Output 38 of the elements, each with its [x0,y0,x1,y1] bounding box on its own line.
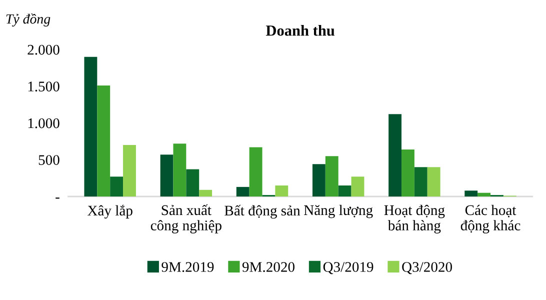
legend-label: Q3/2019 [323,262,374,274]
bar [414,167,428,196]
chart-title: Doanh thu [266,25,334,36]
y-axis-title: Tỷ đồng [6,14,50,27]
bar [312,164,326,196]
x-tick-label: Sản xuất công nghiệp [150,204,222,234]
y-tick-label: 1.500 [28,82,60,92]
legend-label: 9M.2020 [242,262,294,272]
legend-label: Q3/2020 [402,262,452,274]
bar [160,154,174,196]
bar [388,114,402,196]
y-tick-label: - [56,198,60,199]
bar [110,176,124,196]
bar [97,86,110,196]
legend-label: 9M.2019 [162,262,214,272]
bar [275,185,288,196]
x-tick-label: Hoạt động bán hàng [384,204,445,234]
y-tick-label: 2.000 [28,44,60,55]
x-tick-label: Xây lắp [88,204,132,219]
x-tick-label: Năng lượng [304,204,373,218]
bar [351,176,364,196]
x-tick-label: Các hoạt động khác [460,204,520,234]
y-tick-label: 1.000 [28,118,60,128]
bar [173,144,186,196]
bar [427,167,440,196]
y-tick-label: 500 [38,155,60,165]
bar [236,186,250,196]
bar [338,185,352,196]
bar [199,190,212,196]
bar [249,147,262,196]
bar [84,56,98,196]
bar [123,145,136,196]
bar [478,192,491,196]
bar [325,156,338,196]
bar [186,169,200,196]
bar [464,190,478,196]
bar [401,149,414,196]
x-tick-label: Bất động sản [224,204,300,219]
